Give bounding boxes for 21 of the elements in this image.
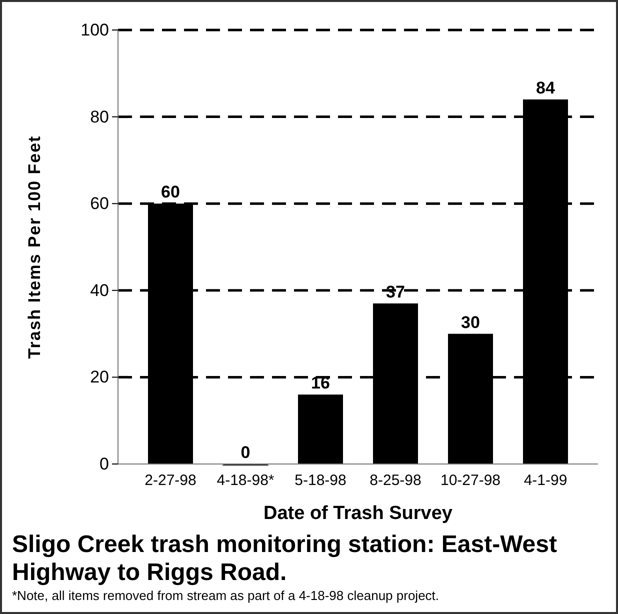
y-tick-label: 60 (90, 194, 109, 214)
y-tick-label: 20 (90, 368, 109, 387)
y-axis-title: Trash Items Per 100 Feet (25, 135, 44, 359)
text: *Note, all items removed from stream as part of a 4-18-98 cleanup project. (12, 588, 440, 603)
x-tick-label: 8-25-98 (370, 472, 422, 489)
y-tick-label: 40 (90, 280, 109, 300)
data-label: 30 (461, 312, 480, 332)
x-axis-title: Date of Trash Survey (263, 503, 453, 524)
text: Sligo Creek trash monitoring station: East-West Highway to Riggs Road. (12, 531, 557, 586)
y-tick-label: 0 (100, 454, 109, 474)
bar (298, 394, 343, 464)
x-tick-label: 4-18-98* (216, 472, 274, 489)
x-tick-label: 2-27-98 (144, 472, 196, 489)
x-tick-label: 5-18-98 (294, 472, 346, 489)
y-tick-label: 80 (90, 107, 109, 126)
x-tick-label: 4-1-99 (524, 472, 568, 489)
data-label: 60 (161, 182, 180, 202)
x-tick-label: 10-27-98 (440, 472, 501, 489)
y-tick-label: 100 (80, 20, 109, 40)
data-label: 84 (536, 78, 556, 98)
data-label: 0 (240, 443, 250, 462)
